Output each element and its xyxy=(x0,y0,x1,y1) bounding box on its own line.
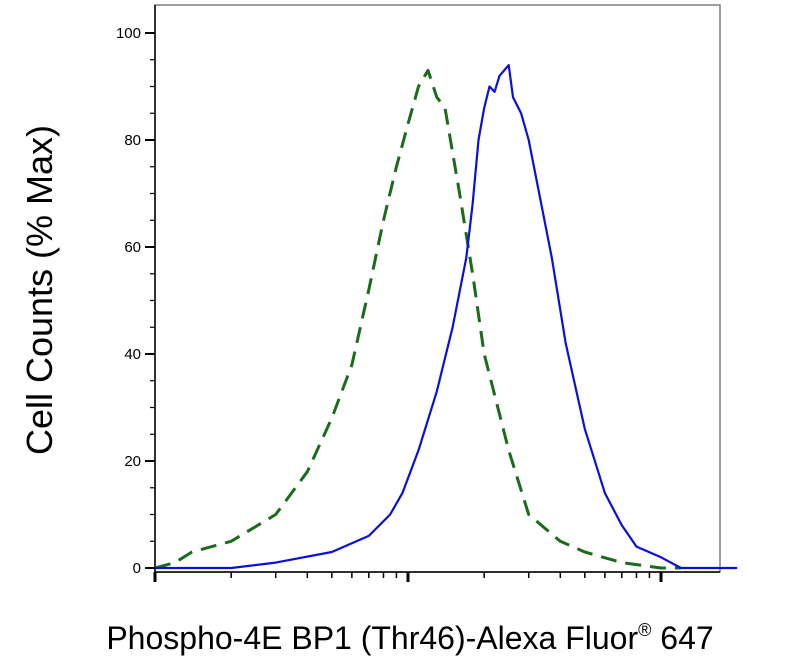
y-tick-label: 80 xyxy=(124,132,141,149)
series-layer xyxy=(154,63,738,570)
x-axis-title-superscript: ® xyxy=(638,620,651,640)
y-tick-label: 60 xyxy=(124,239,141,256)
x-axis-title-main: Phospho-4E BP1 (Thr46)-Alexa Fluor xyxy=(106,620,638,656)
plot-frame xyxy=(154,4,721,573)
y-axis-title: Cell Counts (% Max) xyxy=(19,125,60,455)
x-axis-title-suffix: 647 xyxy=(651,620,713,656)
series-line-1 xyxy=(154,68,681,570)
x-axis-title: Phospho-4E BP1 (Thr46)-Alexa Fluor® 647 xyxy=(106,620,713,656)
y-tick-label: 40 xyxy=(124,346,141,363)
y-tick-label: 0 xyxy=(133,560,141,577)
y-tick-label: 100 xyxy=(116,25,141,42)
series-line-2 xyxy=(155,63,738,570)
y-axis: 0 20 40 60 80 100 xyxy=(116,5,156,577)
x-axis xyxy=(153,571,720,582)
y-tick-label: 20 xyxy=(124,453,141,470)
